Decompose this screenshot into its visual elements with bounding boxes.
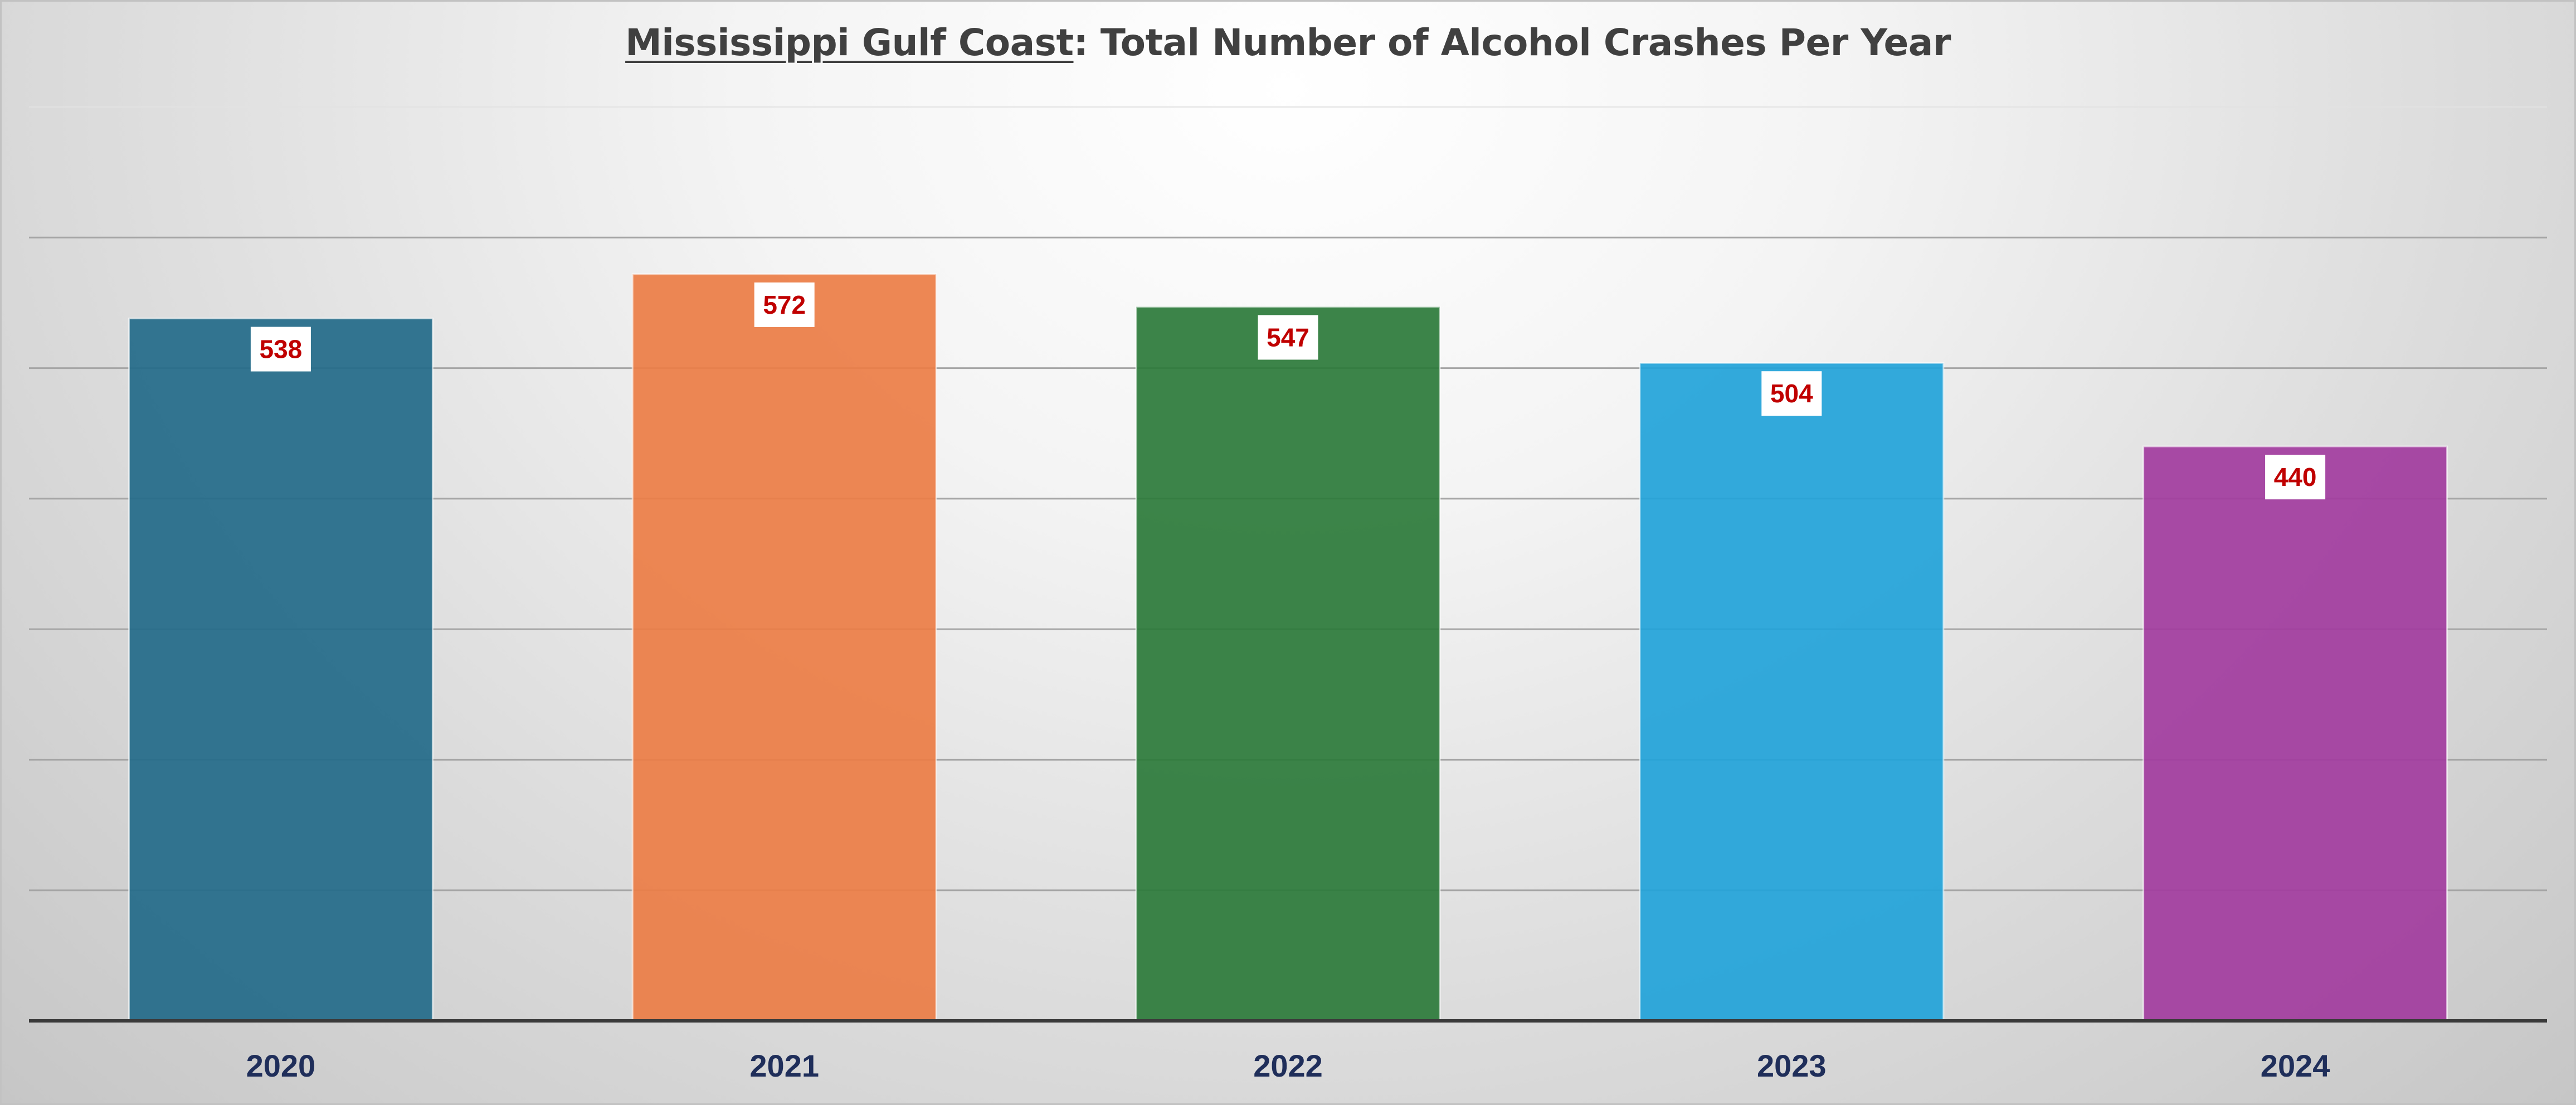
- data-label-box-2020: [250, 327, 311, 372]
- data-label-box-2023: [1761, 371, 1822, 416]
- x-tick-2024: 2024: [2261, 1048, 2330, 1083]
- bar-2020: [128, 318, 434, 1022]
- data-label-2020: 538: [260, 335, 303, 364]
- data-label-2021: 572: [763, 290, 806, 319]
- bar-2024: [2142, 445, 2448, 1022]
- x-tick-2021: 2021: [749, 1048, 819, 1083]
- x-tick-2020: 2020: [246, 1048, 316, 1083]
- x-tick-2023: 2023: [1757, 1048, 1827, 1083]
- x-tick-2022: 2022: [1253, 1048, 1323, 1083]
- bar-2023: [1639, 362, 1945, 1022]
- data-label-2022: 547: [1267, 323, 1309, 352]
- chart-title-location: Mississippi Gulf Coast: [625, 21, 1074, 64]
- data-label-2024: 440: [2274, 463, 2317, 491]
- bar-2021: [631, 273, 937, 1022]
- chart-title-description: : Total Number of Alcohol Crashes Per Ye…: [1073, 21, 1951, 64]
- data-labels: 538 572 547 504 440: [250, 282, 2326, 500]
- bars: [128, 273, 2448, 1022]
- data-label-box-2021: [754, 282, 815, 327]
- chart-title: Mississippi Gulf Coast: Total Number of …: [0, 21, 2576, 64]
- x-axis-ticks: 2020 2021 2022 2023 2024: [246, 1048, 2330, 1083]
- data-label-box-2022: [1258, 315, 1318, 360]
- data-label-2023: 504: [1770, 379, 1813, 408]
- bar-2022: [1135, 305, 1441, 1022]
- data-label-box-2024: [2265, 455, 2326, 500]
